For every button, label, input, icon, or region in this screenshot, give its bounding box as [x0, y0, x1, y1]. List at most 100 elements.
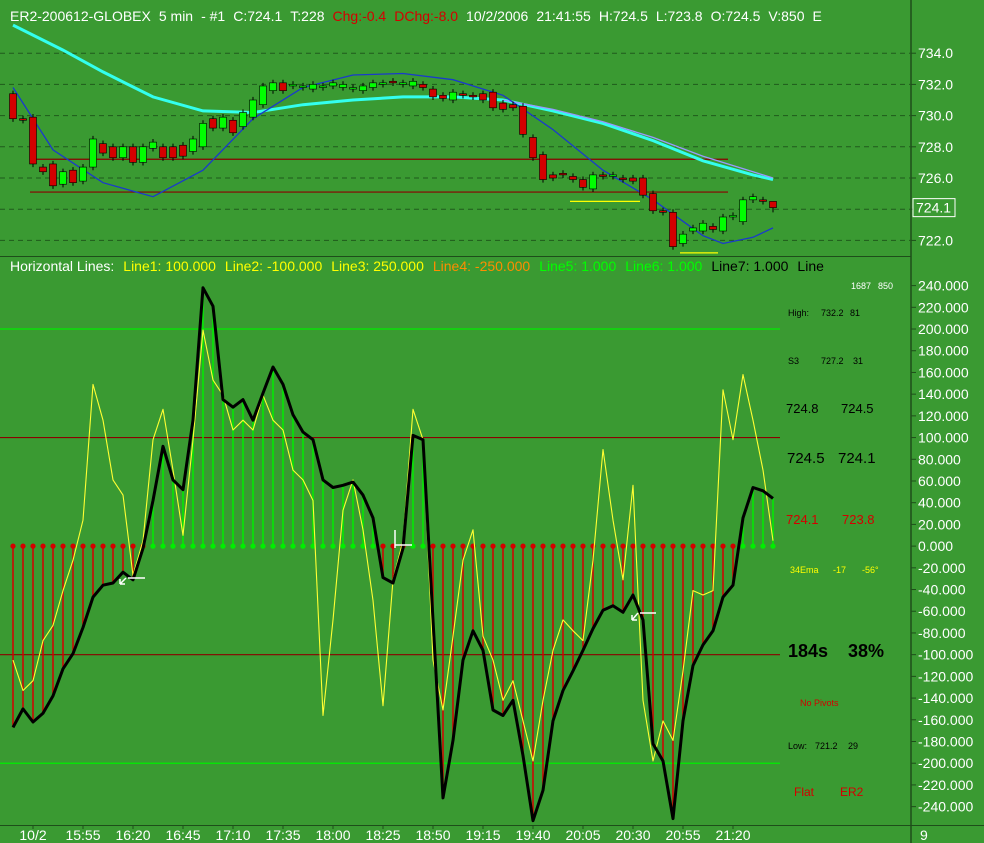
y-tick-label: -240.000 [918, 799, 973, 815]
candle-body [499, 102, 507, 110]
candle-body [19, 118, 27, 121]
y-tick-label: 732.0 [918, 76, 953, 92]
candle-body [649, 193, 657, 212]
candle-body [659, 210, 667, 213]
candle-body [179, 144, 187, 157]
zero-dot [430, 543, 436, 549]
x-tick-label: 18:25 [365, 827, 400, 843]
annotation: 724.5 [787, 450, 825, 467]
y-tick-label: -160.000 [918, 712, 973, 728]
candle-body [679, 233, 687, 244]
candle-body [119, 146, 127, 159]
zero-dot [60, 543, 66, 549]
legend: Horizontal Lines: Line1: 100.000 Line2: -1… [10, 258, 824, 274]
zero-dot [650, 543, 656, 549]
last-price-box [912, 198, 956, 218]
x-tick-label: 10/2 [19, 827, 46, 843]
zero-dot [450, 543, 456, 549]
candle-body [309, 84, 317, 90]
x-tick-label: 15:55 [65, 827, 100, 843]
y-tick-label: 728.0 [918, 139, 953, 155]
y-tick-label: 180.000 [918, 343, 969, 359]
candle-body [619, 177, 627, 180]
zero-dot [100, 543, 106, 549]
candle-body [519, 105, 527, 135]
zero-dot [680, 543, 686, 549]
candle-body [269, 82, 277, 91]
y-tick-label: 240.000 [918, 278, 969, 294]
header-part: ER2-200612-GLOBEX [10, 8, 152, 24]
zero-dot [750, 543, 756, 549]
candle-body [159, 146, 167, 159]
candle-body [229, 119, 237, 134]
candle-body [509, 104, 517, 109]
candle-body [349, 87, 357, 90]
zero-dot [480, 543, 486, 549]
header: ER2-200612-GLOBEX 5 min - #1 C:724.1 T:228 Ch… [10, 8, 822, 24]
y-tick-label: 160.000 [918, 364, 969, 380]
candle-body [199, 123, 207, 148]
y-tick-label: 730.0 [918, 108, 953, 124]
candle-body [59, 171, 67, 185]
zero-dot [160, 543, 166, 549]
y-tick-label: 200.000 [918, 321, 969, 337]
candle-body [329, 82, 337, 87]
legend-item: Line1: 100.000 [123, 258, 216, 274]
indicator-panel: Horizontal Lines: Line1: 100.000 Line2: -1… [0, 258, 893, 823]
zero-dot [550, 543, 556, 549]
y-tick-label: -60.000 [918, 603, 966, 619]
candle-body [39, 166, 47, 173]
candle-body [579, 179, 587, 188]
candle-body [239, 112, 247, 127]
zero-dot [190, 543, 196, 549]
header-part: V:850 [768, 8, 804, 24]
header-part: H:724.5 [599, 8, 648, 24]
x-tick-label: 19:15 [465, 827, 500, 843]
zero-dot [730, 543, 736, 549]
zero-dot [510, 543, 516, 549]
y-tick-label: -80.000 [918, 625, 966, 641]
y-tick-label: 80.000 [918, 451, 961, 467]
zero-dot [670, 543, 676, 549]
candle-body [209, 118, 217, 129]
indicator-line [11, 286, 774, 823]
annotation: ER2 [840, 785, 864, 799]
candle-body [699, 222, 707, 232]
candle-body [219, 116, 227, 129]
candle-body [489, 91, 497, 109]
annotation: 184s [788, 641, 828, 661]
zero-dot [380, 543, 386, 549]
zero-dot [170, 543, 176, 549]
header-part: DChg:-8.0 [394, 8, 458, 24]
annotation: -56° [862, 565, 879, 575]
candle-body [279, 82, 287, 91]
header-part: C:724.1 [233, 8, 282, 24]
x-tick-label: 20:30 [615, 827, 650, 843]
candle-body [719, 216, 727, 232]
annotation: 850 [878, 281, 893, 291]
axes: 722.0724.0726.0728.0730.0732.0734.0724.1… [19, 45, 973, 843]
y-tick-label: -120.000 [918, 668, 973, 684]
zero-dot [50, 543, 56, 549]
candle-body [559, 173, 567, 176]
candle-body [439, 95, 447, 99]
candle-body [109, 146, 117, 159]
x-tick-label: 18:50 [415, 827, 450, 843]
zero-dot [540, 543, 546, 549]
x-tick-label: 16:20 [115, 827, 150, 843]
zero-dot [420, 543, 426, 549]
candle-body [149, 141, 157, 149]
candle-body [9, 93, 17, 120]
candle-body [369, 82, 377, 88]
candle-body [449, 91, 457, 101]
y-tick-label: 140.000 [918, 386, 969, 402]
candle-body [609, 174, 617, 177]
y-tick-label: 20.000 [918, 516, 961, 532]
annotation: Low: [788, 741, 807, 751]
zero-dot [280, 543, 286, 549]
candle-body [359, 85, 367, 91]
candle-body [639, 177, 647, 196]
header-part: 21:41:55 [536, 8, 591, 24]
